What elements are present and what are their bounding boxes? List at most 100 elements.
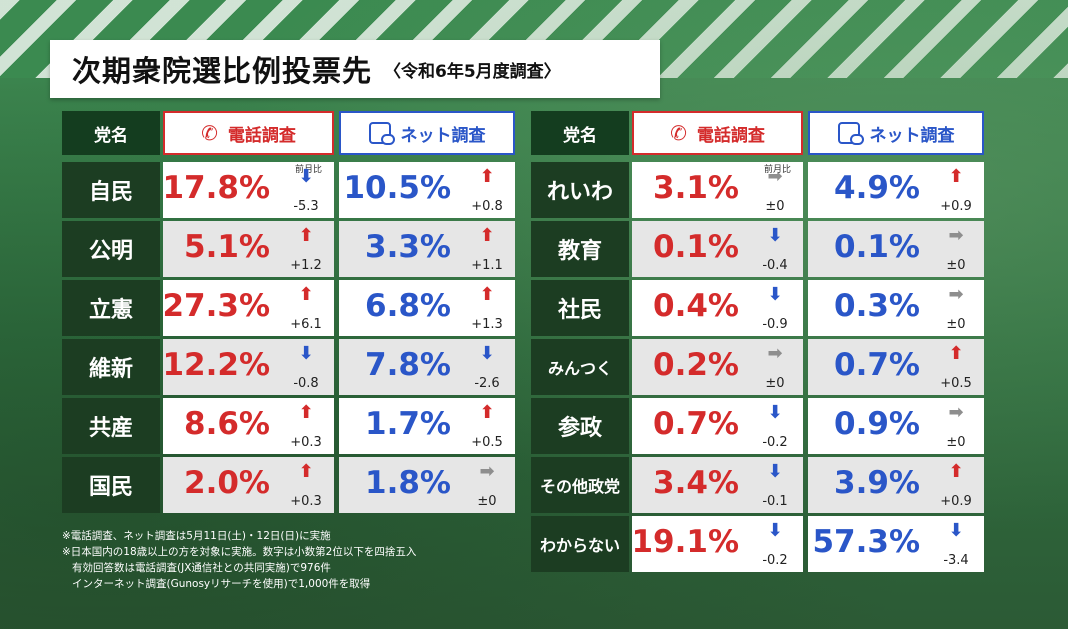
table-row: 教育 0.1% ⬇ -0.4 0.1% ➡ ±0 bbox=[531, 221, 984, 277]
arrow-right-icon: ➡ bbox=[948, 284, 964, 305]
net-cell: 0.7% ⬆ +0.5 bbox=[808, 339, 984, 395]
net-change-value: +0.9 bbox=[940, 199, 972, 214]
net-cell: 1.7% ⬆ +0.5 bbox=[339, 398, 515, 454]
table-row: 社民 0.4% ⬇ -0.9 0.3% ➡ ±0 bbox=[531, 280, 984, 336]
footnote: 有効回答数は電話調査(JX通信社との共同実施)で976件 bbox=[72, 562, 331, 574]
arrow-right-icon: ➡ bbox=[948, 402, 964, 423]
net-percent: 0.1% bbox=[834, 229, 920, 265]
survey-date: 〈令和6年5月度調査〉 bbox=[384, 61, 561, 82]
smartphone-chat-icon bbox=[368, 122, 395, 145]
party-name: 公明 bbox=[62, 221, 160, 277]
footnote: インターネット調査(Gunosyリサーチを使用)で1,000件を取得 bbox=[72, 578, 371, 590]
header-party: 党名 bbox=[62, 111, 160, 155]
phone-change-value: -0.9 bbox=[762, 317, 788, 332]
net-change: ⬇ -2.6 bbox=[465, 343, 509, 393]
phone-percent: 5.1% bbox=[184, 229, 270, 265]
phone-change-value: -0.2 bbox=[762, 553, 788, 568]
footnote: ※日本国内の18歳以上の方を対象に実施。数字は小数第2位以下を四捨五入 bbox=[62, 546, 417, 558]
phone-percent: 27.3% bbox=[162, 288, 270, 324]
net-change: ⬆ +0.5 bbox=[465, 402, 509, 452]
phone-change-value: +0.3 bbox=[290, 435, 322, 450]
arrow-down-icon: ⬇ bbox=[767, 520, 783, 541]
net-cell: 3.3% ⬆ +1.1 bbox=[339, 221, 515, 277]
arrow-down-icon: ⬇ bbox=[298, 166, 314, 187]
arrow-up-icon: ⬆ bbox=[298, 402, 314, 423]
phone-change-value: -0.4 bbox=[762, 258, 788, 273]
phone-cell: 前月比 3.1% ➡ ±0 bbox=[632, 162, 803, 218]
phone-icon: ✆ bbox=[201, 121, 218, 145]
arrow-right-icon: ➡ bbox=[767, 166, 783, 187]
party-name: 自民 bbox=[62, 162, 160, 218]
phone-change-value: ±0 bbox=[765, 376, 785, 391]
arrow-up-icon: ⬆ bbox=[479, 225, 495, 246]
party-name: 立憲 bbox=[62, 280, 160, 336]
party-name: 共産 bbox=[62, 398, 160, 454]
phone-change-value: ±0 bbox=[765, 199, 785, 214]
arrow-right-icon: ➡ bbox=[767, 343, 783, 364]
net-percent: 0.7% bbox=[834, 347, 920, 383]
phone-percent: 19.1% bbox=[631, 524, 739, 560]
phone-change: ⬇ -0.4 bbox=[753, 225, 797, 275]
phone-cell: 2.0% ⬆ +0.3 bbox=[163, 457, 334, 513]
phone-cell: 0.7% ⬇ -0.2 bbox=[632, 398, 803, 454]
arrow-down-icon: ⬇ bbox=[767, 461, 783, 482]
net-cell: 10.5% ⬆ +0.8 bbox=[339, 162, 515, 218]
net-change-value: -2.6 bbox=[474, 376, 500, 391]
header-net: ネット調査 bbox=[808, 111, 984, 155]
phone-cell: 12.2% ⬇ -0.8 bbox=[162, 339, 334, 395]
phone-cell: 5.1% ⬆ +1.2 bbox=[163, 221, 334, 277]
arrow-down-icon: ⬇ bbox=[479, 343, 495, 364]
net-change: ➡ ±0 bbox=[934, 225, 978, 275]
table-row: 自民 前月比 17.8% ⬇ -5.3 10.5% ⬆ +0.8 bbox=[62, 162, 515, 218]
table-row: れいわ 前月比 3.1% ➡ ±0 4.9% ⬆ +0.9 bbox=[531, 162, 984, 218]
party-name: 国民 bbox=[62, 457, 160, 513]
phone-percent: 8.6% bbox=[184, 406, 270, 442]
header-net-label: ネット調査 bbox=[869, 125, 955, 146]
party-name: わからない bbox=[531, 516, 629, 572]
phone-cell: 3.4% ⬇ -0.1 bbox=[632, 457, 803, 513]
net-cell: 7.8% ⬇ -2.6 bbox=[339, 339, 515, 395]
net-change-value: +1.3 bbox=[471, 317, 503, 332]
net-percent: 0.9% bbox=[834, 406, 920, 442]
net-cell: 3.9% ⬆ +0.9 bbox=[808, 457, 984, 513]
net-percent: 7.8% bbox=[365, 347, 451, 383]
net-change: ➡ ±0 bbox=[465, 461, 509, 511]
phone-percent: 3.1% bbox=[653, 170, 739, 206]
table-row: 公明 5.1% ⬆ +1.2 3.3% ⬆ +1.1 bbox=[62, 221, 515, 277]
table-row: わからない 19.1% ⬇ -0.2 57.3% ⬇ -3.4 bbox=[531, 516, 984, 572]
phone-cell: 0.1% ⬇ -0.4 bbox=[632, 221, 803, 277]
phone-cell: 0.2% ➡ ±0 bbox=[632, 339, 803, 395]
net-cell: 57.3% ⬇ -3.4 bbox=[808, 516, 984, 572]
net-percent: 6.8% bbox=[365, 288, 451, 324]
net-change-value: ±0 bbox=[946, 435, 966, 450]
arrow-up-icon: ⬆ bbox=[948, 461, 964, 482]
phone-percent: 3.4% bbox=[653, 465, 739, 501]
net-change: ⬆ +0.8 bbox=[465, 166, 509, 216]
title-box: 次期衆院選比例投票先 〈令和6年5月度調査〉 bbox=[50, 40, 660, 98]
net-percent: 10.5% bbox=[343, 170, 451, 206]
phone-change-value: +0.3 bbox=[290, 494, 322, 509]
party-name: 維新 bbox=[62, 339, 160, 395]
phone-change-value: -0.8 bbox=[293, 376, 319, 391]
net-percent: 3.3% bbox=[365, 229, 451, 265]
net-change: ⬆ +1.1 bbox=[465, 225, 509, 275]
phone-percent: 0.7% bbox=[653, 406, 739, 442]
net-change-value: ±0 bbox=[946, 258, 966, 273]
phone-cell: 前月比 17.8% ⬇ -5.3 bbox=[162, 162, 334, 218]
net-change-value: +0.5 bbox=[471, 435, 503, 450]
header-party-label: 党名 bbox=[94, 125, 128, 146]
net-change: ➡ ±0 bbox=[934, 284, 978, 334]
phone-change: ⬆ +1.2 bbox=[284, 225, 328, 275]
net-cell: 0.9% ➡ ±0 bbox=[808, 398, 984, 454]
arrow-up-icon: ⬆ bbox=[479, 402, 495, 423]
net-change-value: +1.1 bbox=[471, 258, 503, 273]
net-change-value: +0.9 bbox=[940, 494, 972, 509]
net-change-value: +0.5 bbox=[940, 376, 972, 391]
arrow-up-icon: ⬆ bbox=[948, 343, 964, 364]
table-row: 立憲 27.3% ⬆ +6.1 6.8% ⬆ +1.3 bbox=[62, 280, 515, 336]
net-percent: 1.8% bbox=[365, 465, 451, 501]
header-net: ネット調査 bbox=[339, 111, 515, 155]
header-phone: ✆ 電話調査 bbox=[163, 111, 334, 155]
phone-change-value: -5.3 bbox=[293, 199, 319, 214]
